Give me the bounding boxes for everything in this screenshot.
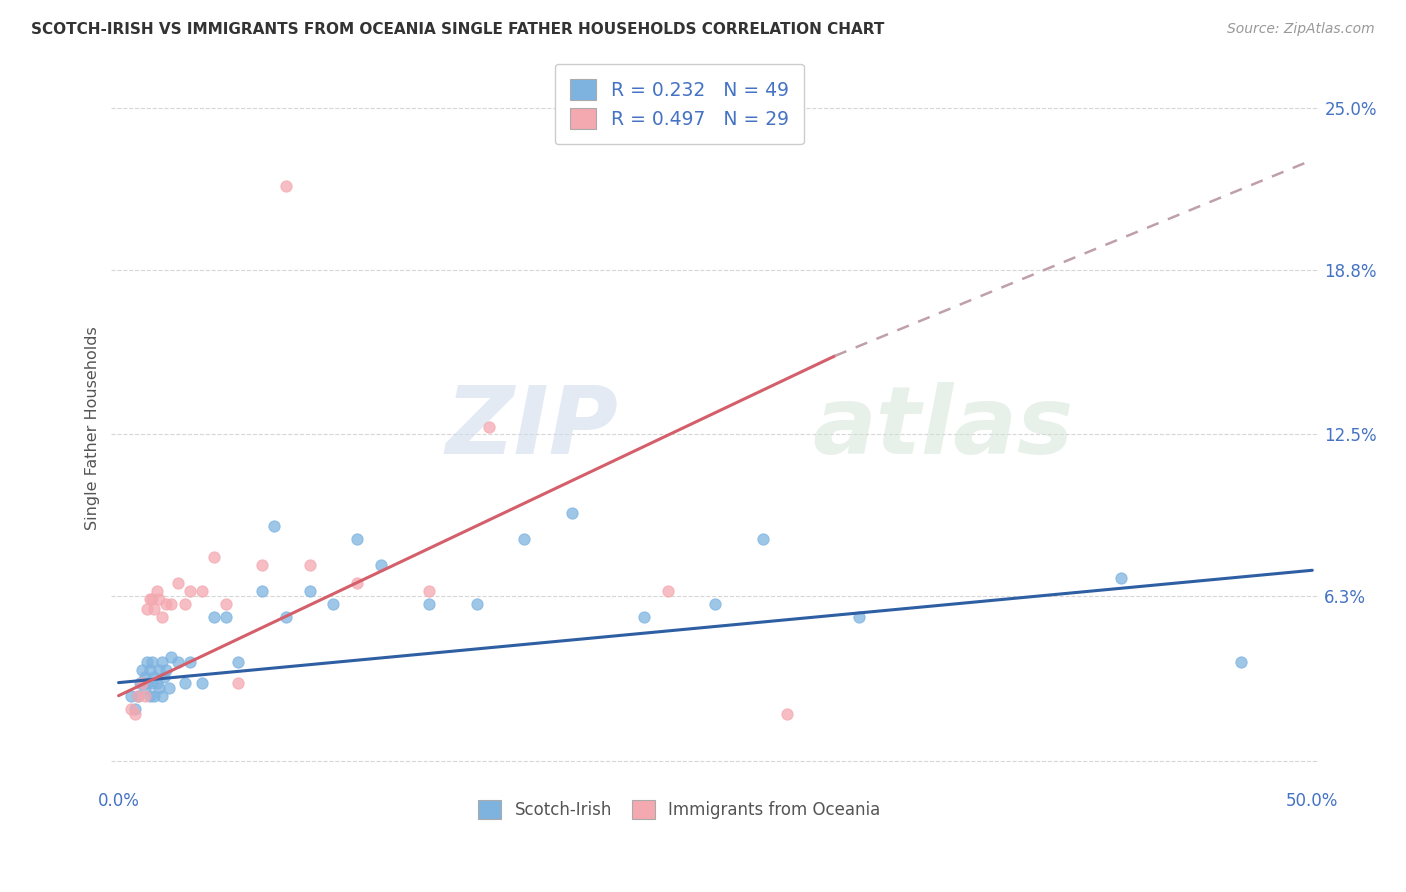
Text: atlas: atlas <box>813 382 1073 474</box>
Point <box>124 706 146 721</box>
Point <box>150 655 173 669</box>
Point <box>478 419 501 434</box>
Point <box>226 675 249 690</box>
Point <box>136 602 159 616</box>
Point <box>346 576 368 591</box>
Point <box>513 532 536 546</box>
Point <box>1229 655 1251 669</box>
Point <box>226 655 249 669</box>
Point <box>143 670 166 684</box>
Point <box>138 689 160 703</box>
Point <box>179 584 201 599</box>
Text: SCOTCH-IRISH VS IMMIGRANTS FROM OCEANIA SINGLE FATHER HOUSEHOLDS CORRELATION CHA: SCOTCH-IRISH VS IMMIGRANTS FROM OCEANIA … <box>31 22 884 37</box>
Point <box>704 597 727 611</box>
Point <box>150 610 173 624</box>
Point <box>465 597 488 611</box>
Point <box>131 663 153 677</box>
Point <box>1111 571 1133 585</box>
Point <box>202 610 225 624</box>
Point <box>141 675 163 690</box>
Point <box>153 670 176 684</box>
Point <box>215 610 238 624</box>
Point <box>131 675 153 690</box>
Point <box>146 584 169 599</box>
Point <box>848 610 870 624</box>
Point <box>179 655 201 669</box>
Point <box>322 597 344 611</box>
Point <box>160 597 183 611</box>
Point <box>418 584 440 599</box>
Point <box>215 597 238 611</box>
Point <box>174 597 197 611</box>
Point <box>120 702 142 716</box>
Y-axis label: Single Father Households: Single Father Households <box>86 326 100 530</box>
Point <box>141 592 163 607</box>
Point <box>127 689 149 703</box>
Point <box>160 649 183 664</box>
Point <box>134 681 156 695</box>
Point <box>191 584 214 599</box>
Legend: Scotch-Irish, Immigrants from Oceania: Scotch-Irish, Immigrants from Oceania <box>471 793 887 826</box>
Point <box>633 610 655 624</box>
Point <box>143 602 166 616</box>
Point <box>561 506 583 520</box>
Point <box>157 681 180 695</box>
Point <box>776 706 799 721</box>
Point <box>274 610 297 624</box>
Point <box>141 655 163 669</box>
Point <box>134 670 156 684</box>
Point <box>202 550 225 565</box>
Point <box>120 689 142 703</box>
Text: Source: ZipAtlas.com: Source: ZipAtlas.com <box>1227 22 1375 37</box>
Point <box>370 558 392 572</box>
Point <box>129 675 152 690</box>
Point <box>167 655 190 669</box>
Point <box>274 179 297 194</box>
Point <box>298 558 321 572</box>
Point <box>346 532 368 546</box>
Point <box>250 558 273 572</box>
Point <box>155 597 177 611</box>
Point <box>124 702 146 716</box>
Point <box>148 592 170 607</box>
Point <box>174 675 197 690</box>
Point <box>146 675 169 690</box>
Point <box>191 675 214 690</box>
Point <box>138 592 160 607</box>
Point <box>155 663 177 677</box>
Point <box>134 689 156 703</box>
Point <box>127 689 149 703</box>
Point <box>136 655 159 669</box>
Point <box>263 519 285 533</box>
Point <box>148 681 170 695</box>
Point <box>136 675 159 690</box>
Point <box>250 584 273 599</box>
Text: ZIP: ZIP <box>446 382 619 474</box>
Point <box>298 584 321 599</box>
Point <box>138 663 160 677</box>
Point <box>752 532 775 546</box>
Point <box>148 663 170 677</box>
Point <box>418 597 440 611</box>
Point <box>143 689 166 703</box>
Point <box>150 689 173 703</box>
Point <box>657 584 679 599</box>
Point <box>131 675 153 690</box>
Point <box>167 576 190 591</box>
